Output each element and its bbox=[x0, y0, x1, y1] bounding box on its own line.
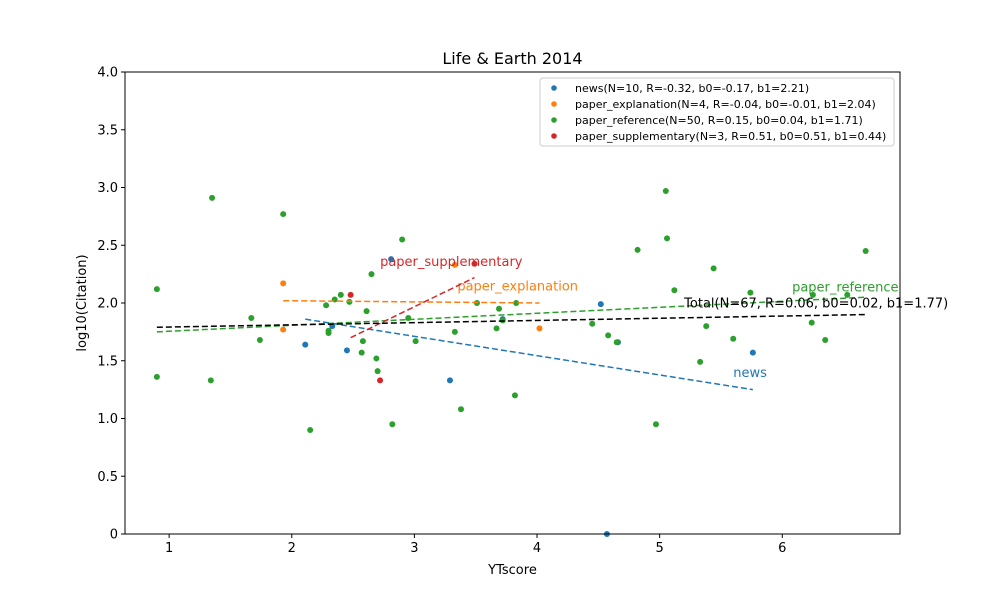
x-axis-label: YTscore bbox=[487, 563, 537, 578]
data-point-paper_reference bbox=[589, 320, 596, 327]
y-axis-label: log10(Citation) bbox=[75, 254, 90, 351]
x-tick-label: 5 bbox=[656, 541, 664, 556]
plot-area: news paper_explanation paper_reference pape… bbox=[153, 187, 948, 537]
data-point-paper_reference bbox=[671, 287, 678, 294]
data-point-paper_reference bbox=[374, 368, 381, 375]
data-point-paper_reference bbox=[513, 300, 520, 306]
data-point-paper_supplementary bbox=[471, 260, 478, 267]
data-point-paper_reference bbox=[153, 373, 160, 380]
y-tick-label: 4.0 bbox=[97, 66, 118, 81]
data-point-paper_reference bbox=[634, 246, 641, 253]
data-point-paper_reference bbox=[373, 355, 380, 362]
data-point-paper_reference bbox=[613, 339, 620, 346]
data-point-paper_reference bbox=[605, 332, 612, 339]
fit-line-paper_reference bbox=[156, 296, 866, 333]
data-point-paper_explanation bbox=[280, 280, 287, 287]
y-tick-label: 2.0 bbox=[97, 297, 118, 312]
data-point-paper_reference bbox=[209, 194, 216, 201]
fit-label-news: news bbox=[733, 366, 767, 381]
y-tick-label: 1.0 bbox=[97, 412, 118, 427]
legend-marker bbox=[551, 133, 557, 139]
data-point-news bbox=[302, 341, 309, 348]
legend-marker bbox=[551, 117, 557, 123]
y-tick-label: 3.5 bbox=[97, 123, 118, 138]
data-point-news bbox=[388, 256, 395, 263]
x-tick-label: 2 bbox=[288, 541, 296, 556]
data-point-paper_reference bbox=[662, 187, 669, 194]
legend-entry: paper_reference(N=50, R=0.15, b0=0.04, b… bbox=[575, 114, 863, 127]
data-point-paper_reference bbox=[280, 211, 287, 218]
data-point-paper_reference bbox=[153, 286, 160, 293]
data-point-news bbox=[749, 349, 756, 356]
y-tick-label: 1.5 bbox=[97, 354, 118, 369]
data-point-paper_reference bbox=[844, 291, 851, 298]
data-point-paper_reference bbox=[399, 236, 406, 243]
data-point-paper_supplementary bbox=[347, 291, 354, 298]
data-point-paper_reference bbox=[207, 377, 214, 384]
data-point-paper_reference bbox=[358, 349, 365, 356]
data-point-paper_supplementary bbox=[377, 377, 384, 384]
legend-marker bbox=[551, 101, 557, 107]
fit-label-paper_supplementary: paper_supplementary bbox=[380, 255, 523, 270]
data-point-paper_reference bbox=[363, 308, 370, 315]
data-point-paper_explanation bbox=[451, 261, 458, 268]
data-point-paper_reference bbox=[822, 336, 829, 343]
data-point-paper_explanation bbox=[536, 325, 543, 332]
data-point-paper_reference bbox=[337, 291, 344, 298]
data-point-paper_reference bbox=[730, 335, 737, 342]
x-tick-label: 3 bbox=[410, 541, 418, 556]
data-point-paper_reference bbox=[325, 327, 332, 334]
data-point-paper_reference bbox=[368, 271, 375, 278]
data-point-paper_reference bbox=[457, 406, 464, 413]
data-point-news bbox=[446, 377, 453, 384]
legend: news(N=10, R=-0.32, b0=-0.17, b1=2.21) pa… bbox=[539, 77, 895, 147]
data-point-paper_reference bbox=[747, 289, 754, 296]
data-point-paper_reference bbox=[248, 315, 255, 322]
x-tick-label: 1 bbox=[165, 541, 173, 556]
data-point-paper_reference bbox=[389, 421, 396, 428]
fit-label-total: Total(N=67, R=0.06, b0=0.02, b1=1.77) bbox=[683, 297, 948, 312]
data-point-paper_reference bbox=[256, 336, 263, 343]
data-point-paper_reference bbox=[703, 323, 710, 330]
data-point-paper_reference bbox=[511, 392, 518, 399]
data-point-paper_reference bbox=[496, 305, 503, 312]
data-point-paper_reference bbox=[307, 427, 314, 434]
data-point-paper_reference bbox=[862, 248, 869, 255]
data-point-news bbox=[343, 347, 350, 354]
axis-ticks: 1 2 3 4 5 6 0 0.5 1.0 1.5 2.0 2.5 3.0 3.5 4.0 bbox=[97, 66, 786, 557]
data-point-paper_reference bbox=[323, 302, 330, 309]
fit-line-news bbox=[305, 318, 753, 391]
legend-entry: news(N=10, R=-0.32, b0=-0.17, b1=2.21) bbox=[575, 82, 809, 95]
data-point-paper_reference bbox=[493, 325, 500, 332]
fit-label-paper_reference: paper_reference bbox=[792, 280, 898, 295]
fit-label-paper_explanation: paper_explanation bbox=[457, 279, 578, 294]
data-point-news bbox=[597, 301, 604, 308]
data-point-paper_explanation bbox=[280, 326, 287, 333]
legend-entry: paper_supplementary(N=3, R=0.51, b0=0.51… bbox=[575, 130, 886, 143]
data-point-paper_reference bbox=[809, 291, 816, 298]
data-point-paper_reference bbox=[652, 421, 659, 428]
y-tick-label: 0 bbox=[110, 528, 118, 543]
y-tick-label: 2.5 bbox=[97, 239, 118, 254]
data-point-paper_reference bbox=[359, 338, 366, 345]
fit-line-paper_explanation bbox=[283, 299, 540, 304]
data-point-paper_reference bbox=[451, 328, 458, 335]
x-tick-label: 4 bbox=[533, 541, 541, 556]
data-point-paper_reference bbox=[412, 338, 419, 345]
data-point-paper_reference bbox=[808, 319, 815, 326]
legend-box bbox=[539, 77, 895, 147]
data-point-paper_reference bbox=[697, 358, 704, 365]
chart-title: Life & Earth 2014 bbox=[442, 49, 582, 68]
fit-line-total bbox=[156, 313, 866, 329]
y-tick-label: 0.5 bbox=[97, 470, 118, 485]
y-tick-label: 3.0 bbox=[97, 181, 118, 196]
data-point-paper_reference bbox=[664, 235, 671, 242]
legend-marker bbox=[551, 85, 557, 91]
fit-line-paper_supplementary bbox=[350, 276, 475, 339]
data-point-paper_reference bbox=[710, 265, 717, 272]
x-tick-label: 6 bbox=[778, 541, 786, 556]
legend-entry: paper_explanation(N=4, R=-0.04, b0=-0.01… bbox=[575, 98, 876, 111]
